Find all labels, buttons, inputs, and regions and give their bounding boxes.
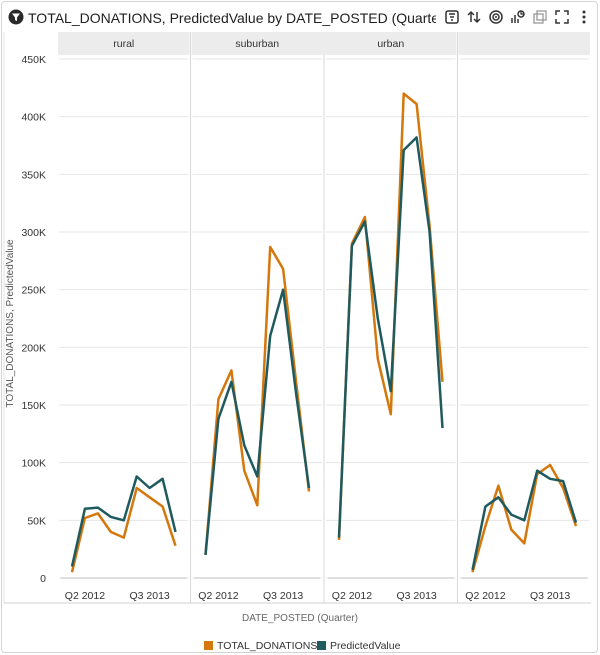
filter-icon[interactable] — [444, 9, 460, 25]
series-line-predicted-value — [337, 136, 444, 538]
series-line-predicted-value — [70, 475, 177, 567]
y-tick-label: 250K — [21, 285, 46, 297]
x-tick-label: Q2 2012 — [198, 590, 238, 602]
fullscreen-icon[interactable] — [554, 9, 570, 25]
x-tick-label: Q3 2013 — [129, 590, 169, 602]
y-tick-label: 150K — [21, 400, 46, 412]
series-line-predicted-value — [204, 288, 311, 556]
facet-label: rural — [113, 38, 134, 50]
x-tick-label: Q3 2013 — [396, 590, 436, 602]
facet-header — [458, 32, 590, 55]
y-tick-label: 50K — [27, 515, 46, 527]
more-options-icon[interactable] — [576, 9, 592, 25]
x-tick-label: Q2 2012 — [332, 590, 372, 602]
series-line-total-donations — [70, 486, 177, 573]
series-line-total-donations — [337, 92, 444, 540]
facet-header — [325, 32, 457, 55]
legend-label: PredictedValue — [330, 640, 401, 652]
y-tick-label: 400K — [21, 112, 46, 124]
chart-header: TOTAL_DONATIONS, PredictedValue by DATE_… — [2, 2, 599, 32]
legend-label: TOTAL_DONATIONS — [217, 640, 317, 652]
legend-swatch — [204, 641, 213, 650]
y-tick-label: 100K — [21, 458, 46, 470]
y-axis-title: TOTAL_DONATIONS, PredictedValue — [5, 239, 16, 408]
facet-header — [58, 32, 190, 55]
series-line-predicted-value — [471, 469, 578, 571]
sort-icon[interactable] — [466, 9, 482, 25]
y-tick-label: 300K — [21, 227, 46, 239]
facet-label: urban — [377, 38, 404, 50]
y-tick-label: 200K — [21, 342, 46, 354]
x-tick-label: Q3 2013 — [263, 590, 303, 602]
facet-header — [191, 32, 323, 55]
facet-label: suburban — [235, 38, 279, 50]
target-icon[interactable] — [488, 9, 504, 25]
chart-title: TOTAL_DONATIONS, PredictedValue by DATE_… — [28, 10, 436, 26]
chart-logo-icon — [8, 9, 24, 25]
x-tick-label: Q2 2012 — [465, 590, 505, 602]
y-tick-label: 350K — [21, 169, 46, 181]
x-tick-label: Q2 2012 — [65, 590, 105, 602]
legend-swatch — [317, 641, 326, 650]
y-tick-label: 0 — [40, 573, 46, 585]
x-tick-label: Q3 2013 — [530, 590, 570, 602]
analytics-icon[interactable] — [510, 9, 526, 25]
y-tick-label: 450K — [21, 54, 46, 66]
x-axis-title: DATE_POSTED (Quarter) — [242, 613, 358, 624]
series-line-total-donations — [204, 245, 311, 556]
copy-icon[interactable] — [532, 9, 548, 25]
